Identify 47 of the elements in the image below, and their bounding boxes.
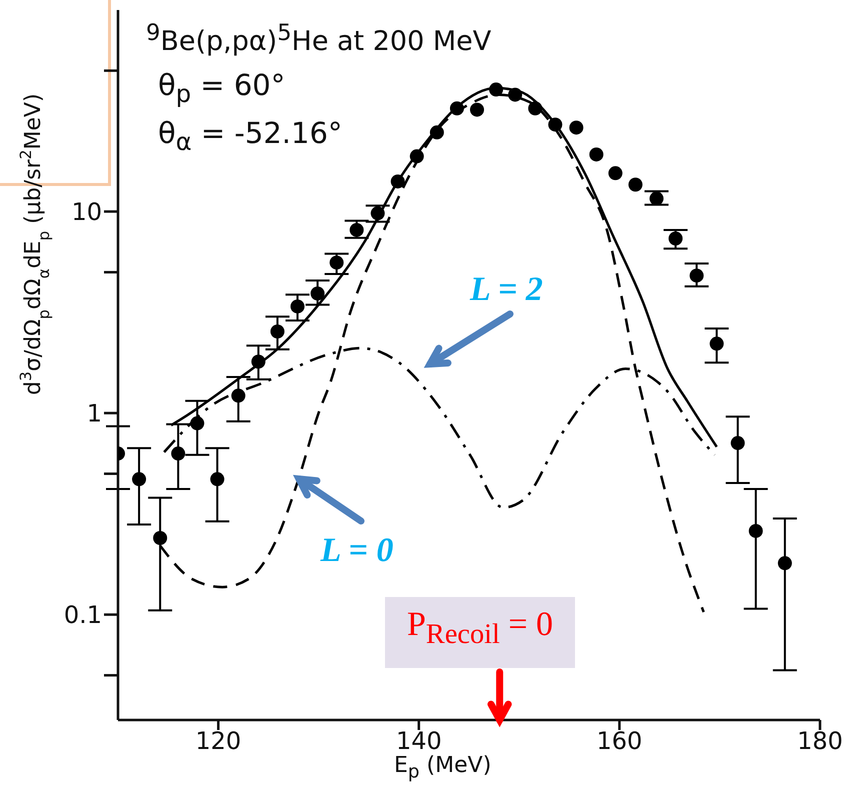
point <box>778 556 792 570</box>
point <box>569 120 584 135</box>
y-tick-label: 1 <box>86 400 102 428</box>
point <box>410 149 424 164</box>
point <box>608 166 622 180</box>
point <box>153 530 168 545</box>
point <box>589 147 604 162</box>
annotation: θ$_{α}$ = -52.16° <box>158 116 342 157</box>
point <box>548 118 562 132</box>
point <box>628 178 642 192</box>
point <box>528 101 542 116</box>
annotation: θ$_{p}$ = 60° <box>158 68 286 109</box>
point <box>508 88 522 102</box>
x-tick-label: 120 <box>195 727 242 756</box>
point <box>251 354 266 369</box>
annotation: L = 0 <box>320 531 394 572</box>
x-tick-label: 140 <box>396 727 442 756</box>
point <box>430 125 444 140</box>
y-tick-label: 0.1 <box>64 601 102 630</box>
x-tick-label: 160 <box>596 727 642 756</box>
point <box>310 286 325 301</box>
point <box>370 206 385 220</box>
point <box>132 472 146 486</box>
x-axis-title: E$_{p}$ (MeV) <box>394 753 492 783</box>
point <box>730 436 745 450</box>
point <box>210 472 224 486</box>
point <box>710 336 724 351</box>
point <box>350 222 364 237</box>
point <box>290 299 305 314</box>
point <box>270 324 284 338</box>
annotation: P$_{Recoil}$ = 0 <box>385 597 576 668</box>
point <box>330 256 344 270</box>
y-tick-label: 10 <box>71 198 102 226</box>
point <box>690 268 704 283</box>
x-tick-label: 180 <box>797 727 843 756</box>
point <box>650 192 664 206</box>
annotation: $^{9}$Be(p,pα)$^{5}$He at 200 MeV <box>146 20 492 58</box>
point <box>470 102 484 117</box>
point <box>190 416 204 430</box>
point <box>489 82 504 97</box>
point <box>390 174 405 188</box>
point <box>668 231 683 246</box>
point <box>748 524 763 538</box>
point <box>171 446 186 461</box>
point <box>450 101 464 116</box>
point <box>231 388 246 403</box>
annotation: L = 2 <box>470 270 543 310</box>
